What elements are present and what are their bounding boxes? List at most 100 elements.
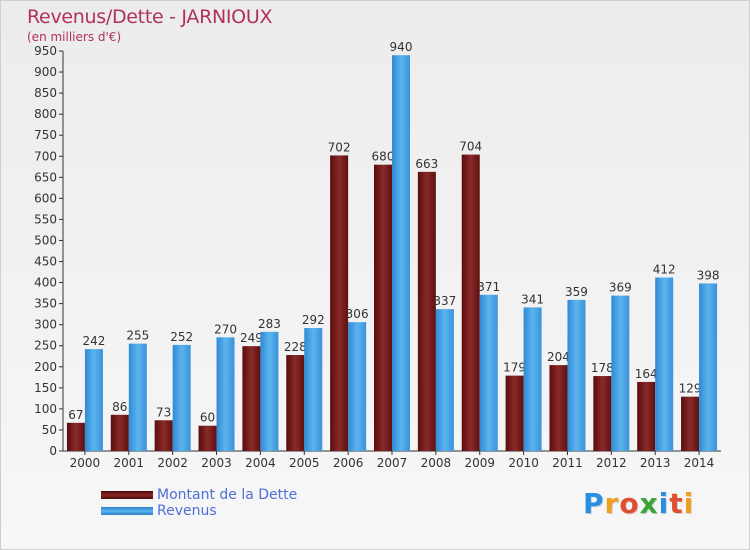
bar-dette (681, 396, 700, 451)
bar-revenus (128, 343, 147, 451)
legend-label-revenus: Revenus (157, 503, 217, 519)
y-tick-label: 100 (34, 402, 57, 416)
y-tick-label: 300 (34, 318, 57, 332)
x-tick-label: 2010 (508, 456, 539, 470)
bar-dette (374, 164, 392, 451)
data-label-revenus: 369 (609, 281, 632, 295)
data-label-revenus: 306 (346, 307, 369, 321)
data-label-dette: 178 (591, 361, 614, 375)
data-label-dette: 663 (415, 157, 438, 171)
y-tick-label: 50 (42, 423, 57, 437)
chart-title: Revenus/Dette - JARNIOUX (27, 6, 273, 28)
data-label-revenus: 337 (433, 294, 456, 308)
bar-revenus (392, 55, 410, 452)
data-label-revenus: 341 (521, 292, 544, 306)
y-tick-label: 750 (34, 128, 57, 142)
bar-revenus (699, 283, 718, 451)
y-tick-label: 500 (34, 233, 57, 247)
bar-revenus (611, 295, 630, 451)
x-tick-label: 2014 (684, 456, 715, 470)
bar-dette (110, 414, 129, 451)
logo-letter: t (669, 487, 684, 520)
bar-revenus (348, 322, 367, 451)
x-tick-label: 2000 (70, 456, 101, 470)
data-label-dette: 179 (503, 361, 526, 375)
y-tick-label: 350 (34, 297, 57, 311)
logo-letter: P (583, 487, 605, 520)
data-label-dette: 680 (372, 150, 395, 164)
bar-dette (330, 155, 349, 451)
data-label-dette: 129 (679, 382, 702, 396)
data-label-revenus: 359 (565, 285, 588, 299)
data-label-revenus: 242 (82, 334, 105, 348)
x-tick-label: 2008 (421, 456, 452, 470)
bar-dette (505, 375, 524, 451)
y-tick-label: 400 (34, 276, 57, 290)
logo-letter: r (604, 487, 620, 520)
bar-dette (154, 420, 173, 451)
bar-dette (242, 346, 261, 451)
y-tick-label: 600 (34, 191, 57, 205)
bar-revenus (655, 277, 674, 451)
data-label-dette: 228 (284, 340, 307, 354)
bar-revenus (216, 337, 235, 451)
bar-revenus (435, 309, 454, 451)
data-label-dette: 67 (68, 408, 83, 422)
chart-subtitle: (en milliers d'€) (27, 30, 122, 44)
bar-dette (593, 376, 612, 451)
logo-letter: i (683, 487, 695, 520)
logo-letter: i (658, 487, 670, 520)
data-label-dette: 86 (112, 400, 127, 414)
data-label-revenus: 270 (214, 322, 237, 336)
data-label-revenus: 412 (653, 263, 676, 277)
bar-dette (461, 154, 480, 451)
data-label-dette: 164 (635, 367, 658, 381)
data-label-revenus: 371 (477, 280, 500, 294)
x-tick-label: 2002 (157, 456, 188, 470)
y-tick-label: 450 (34, 255, 57, 269)
y-tick-label: 700 (34, 149, 57, 163)
y-tick-label: 650 (34, 170, 57, 184)
x-tick-label: 2001 (114, 456, 145, 470)
y-tick-label: 150 (34, 381, 57, 395)
y-tick-label: 200 (34, 360, 57, 374)
bar-dette (549, 365, 568, 451)
bar-revenus (567, 299, 586, 451)
bar-revenus (260, 331, 279, 451)
logo-letter: o (619, 487, 640, 520)
bar-revenus (84, 349, 103, 451)
data-label-dette: 702 (328, 140, 351, 154)
y-tick-label: 0 (49, 444, 57, 458)
data-label-revenus: 252 (170, 330, 193, 344)
data-label-dette: 60 (200, 411, 215, 425)
bar-dette (637, 381, 656, 451)
y-tick-label: 550 (34, 212, 57, 226)
data-label-revenus: 292 (302, 313, 325, 327)
legend-label-dette: Montant de la Dette (157, 487, 298, 503)
x-tick-label: 2007 (377, 456, 408, 470)
bar-dette (417, 171, 436, 451)
x-tick-label: 2003 (201, 456, 232, 470)
x-tick-label: 2011 (552, 456, 583, 470)
bar-revenus (304, 328, 323, 451)
x-tick-label: 2004 (245, 456, 276, 470)
y-tick-label: 950 (34, 44, 57, 58)
logo-letter: x (639, 487, 659, 520)
legend-swatch-dette (101, 491, 153, 499)
bar-dette (66, 422, 85, 451)
x-tick-label: 2005 (289, 456, 320, 470)
y-tick-label: 850 (34, 86, 57, 100)
data-label-dette: 204 (547, 350, 570, 364)
x-tick-label: 2009 (464, 456, 495, 470)
bar-revenus (523, 307, 542, 451)
legend-swatch-revenus (101, 507, 153, 515)
x-tick-label: 2013 (640, 456, 671, 470)
x-tick-label: 2006 (333, 456, 364, 470)
bar-revenus (479, 294, 498, 451)
data-label-revenus: 398 (697, 268, 720, 282)
data-label-dette: 249 (240, 331, 263, 345)
data-label-dette: 73 (156, 405, 171, 419)
bar-dette (286, 355, 305, 451)
